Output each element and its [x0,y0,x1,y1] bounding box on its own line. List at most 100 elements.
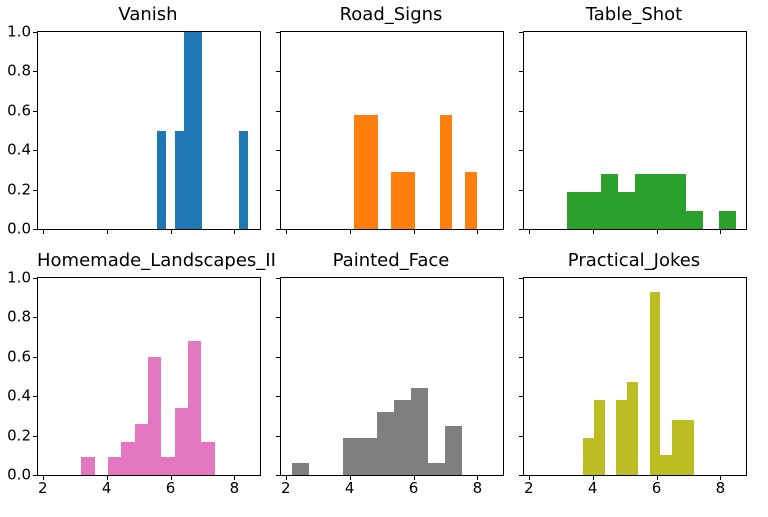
x-tick-label: 4 [587,479,598,497]
y-tick-mark [276,435,281,437]
x-tick-mark [592,229,594,234]
histogram-bar [682,419,694,475]
histogram-bar [685,211,703,229]
y-tick-label: 0.8 [7,307,31,326]
histogram-bar [660,455,672,475]
histogram-bar [156,130,166,229]
histogram-bar [719,211,737,229]
y-tick-label: 0.0 [7,219,31,238]
histogram-bar [649,291,661,475]
y-tick-mark [276,317,281,319]
y-tick-label: 0.2 [7,426,31,445]
x-tick-mark [592,475,594,480]
x-tick-label: 8 [229,479,240,497]
histogram-bar [377,411,395,475]
x-tick-mark [720,475,722,480]
histogram-bar [121,441,135,475]
y-tick-mark [519,435,524,437]
y-tick-mark [33,317,38,319]
x-tick-mark [349,475,351,480]
histogram-bar [188,341,202,475]
y-tick-mark [519,396,524,398]
y-tick-mark [519,110,524,112]
histogram-bar [161,457,175,475]
x-tick-mark [413,475,415,480]
x-tick-mark [106,475,108,480]
y-tick-label: 0.6 [7,101,31,120]
subplot-title-painted-face: Painted_Face [332,250,450,271]
histogram-bar [594,400,606,475]
histogram-bar [567,191,585,229]
x-tick-label: 4 [101,479,112,497]
subplot-vanish: Vanish 0.0 0.2 0.4 0.6 0.8 1.0 [7,4,261,236]
x-tick-label: 6 [165,479,176,497]
subplot-title-homemade-landscapes-ii: Homemade_Landscapes_II [37,250,276,271]
histogram-bar [444,425,462,475]
histogram-bar [192,32,203,229]
x-tick-mark [413,229,415,234]
x-tick-mark [656,475,658,480]
y-tick-mark [276,229,281,230]
histogram-bar [201,441,215,475]
histogram-bar [394,400,411,475]
y-tick-mark [33,278,38,279]
histogram-bar [174,130,184,229]
y-tick-label: 0.6 [7,347,31,366]
x-tick-label: 6 [408,479,419,497]
subplot-title-table-shot: Table_Shot [585,4,683,25]
y-tick-mark [276,71,281,73]
histogram-bar [668,173,686,229]
x-tick-mark [170,475,172,480]
x-tick-mark [285,475,287,480]
histogram-bar [174,408,189,475]
histogram-bar [671,419,683,475]
y-tick-mark [519,229,524,230]
histogram-bar [107,457,122,475]
x-tick-mark [234,475,236,480]
y-tick-label: 0.4 [7,386,31,405]
x-tick-mark [42,229,44,234]
axes-vanish: 0.0 0.2 0.4 0.6 0.8 1.0 [7,24,261,236]
y-tick-mark [519,278,524,279]
x-tick-mark [42,475,44,480]
x-tick-mark [106,229,108,234]
subplot-road-signs: Road_Signs [276,4,504,234]
histogram-bar [238,130,248,229]
y-tick-label: 0.0 [7,465,31,484]
x-tick-mark [477,475,479,480]
y-tick-mark [276,189,281,191]
y-tick-mark [276,475,281,476]
y-tick-mark [276,110,281,112]
y-tick-mark [276,278,281,279]
subplot-table-shot: Table_Shot [519,4,747,234]
y-tick-mark [276,150,281,152]
x-tick-mark [285,229,287,234]
y-tick-mark [33,475,38,476]
x-tick-mark [170,229,172,234]
histogram-bar [616,400,628,475]
y-tick-label: 0.2 [7,180,31,199]
histogram-bar [440,114,453,229]
subplot-title-practical-jokes: Practical_Jokes [567,250,701,271]
histogram-bar [584,191,601,229]
y-tick-label: 1.0 [7,268,31,287]
x-tick-mark [234,229,236,234]
x-tick-label: 2 [524,479,534,497]
histogram-bar [134,423,149,475]
x-tick-label: 2 [281,479,291,497]
y-tick-mark [33,150,38,152]
axes-table-shot [519,31,747,234]
histogram-bar [353,114,367,229]
histogram-bar [183,32,193,229]
y-tick-mark [276,356,281,358]
y-tick-mark [33,356,38,358]
subplot-painted-face: Painted_Face 2 4 6 8 [276,250,504,496]
y-tick-label: 1.0 [7,22,31,41]
y-tick-mark [519,150,524,152]
axes-painted-face: 2 4 6 8 [276,277,504,496]
subplot-practical-jokes: Practical_Jokes 2 4 6 8 [519,250,747,496]
x-tick-mark [477,229,479,234]
y-tick-mark [33,435,38,437]
x-tick-mark [528,229,530,234]
x-tick-label: 8 [472,479,483,497]
